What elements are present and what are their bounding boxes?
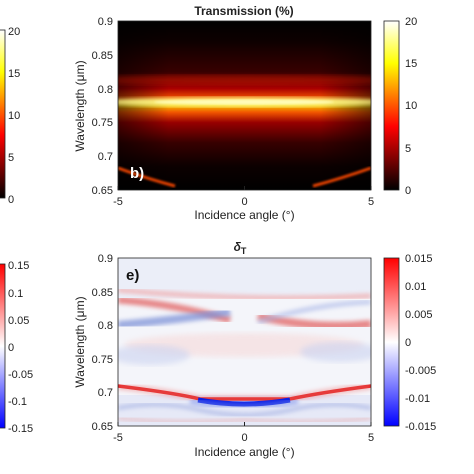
panel-b: Transmission (%) b) -5 0 5 Incidence ang… <box>73 4 417 222</box>
bottom-left-colorbar-tick: 0.05 <box>8 315 29 327</box>
top-left-colorbar-tick: 0 <box>8 194 14 206</box>
panel-b-y-tick: 0.85 <box>92 50 113 62</box>
panel-e-y-tick: 0.7 <box>98 387 113 399</box>
panel-e-blue-dip-glow <box>189 398 299 410</box>
panel-e-colorbar-tick: -0.01 <box>405 393 430 405</box>
panel-b-y-tick: 0.9 <box>98 16 113 28</box>
panel-b-x-tick: 5 <box>368 196 374 208</box>
panel-e-colorbar <box>383 257 400 427</box>
panel-e-colorbar-tick: -0.015 <box>405 421 436 433</box>
panel-b-x-tick: 0 <box>241 196 247 208</box>
panel-e-y-tick: 0.85 <box>92 287 113 299</box>
panel-e-y-tick: 0.9 <box>98 253 113 265</box>
top-left-colorbar: 20 15 10 5 0 <box>0 26 20 206</box>
bottom-left-colorbar-tick: 0.15 <box>8 260 29 272</box>
panel-b-peak-core <box>154 99 334 105</box>
panel-b-colorbar <box>383 20 400 191</box>
panel-e-colorbar-tick: 0.005 <box>405 309 433 321</box>
top-left-colorbar-tick: 5 <box>8 152 14 164</box>
top-left-colorbar-tick: 15 <box>8 68 20 80</box>
panel-e-colorbar-tick: 0.01 <box>405 281 426 293</box>
bottom-left-colorbar-tick: -0.1 <box>8 396 27 408</box>
panel-e-x-label: Incidence angle (°) <box>194 445 294 459</box>
panel-b-heatmap <box>118 21 371 190</box>
panel-e-y-tick: 0.75 <box>92 354 113 366</box>
panel-e-title: δT <box>234 240 247 256</box>
panel-e-mid-blue-right <box>300 342 371 362</box>
panel-e-title-symbol: δ <box>234 240 242 254</box>
panel-b-y-tick: 0.8 <box>98 84 113 96</box>
bottom-left-colorbar-tick: 0.1 <box>8 288 23 300</box>
panel-e-y-tick: 0.8 <box>98 320 113 332</box>
panel-b-secondary-band <box>118 75 371 85</box>
bottom-left-colorbar: 0.15 0.1 0.05 0 -0.05 -0.1 -0.15 <box>0 260 33 435</box>
panel-e-colorbar-tick: 0 <box>405 337 411 349</box>
panel-b-title: Transmission (%) <box>194 4 293 18</box>
panel-e-red-line-glow <box>118 382 371 403</box>
panel-e-blue-band-upper-left <box>118 308 231 329</box>
panel-b-colorbar-tick: 20 <box>405 16 417 28</box>
panel-e-x-tick: -5 <box>113 432 123 444</box>
panel-e-x-tick: 0 <box>241 432 247 444</box>
panel-b-colorbar-tick: 0 <box>405 185 411 197</box>
panel-e-red-band-top <box>118 287 371 301</box>
panel-e-blue-band-upper-right <box>257 299 371 325</box>
bottom-left-colorbar-scale <box>0 263 6 429</box>
panel-e-lower-blue-waves <box>118 402 371 417</box>
bottom-left-colorbar-tick: -0.15 <box>8 423 33 435</box>
panel-e-title-subscript: T <box>241 246 247 256</box>
panel-b-edge-branch-right <box>312 166 371 188</box>
bottom-left-colorbar-tick: -0.05 <box>8 369 33 381</box>
top-left-colorbar-tick: 20 <box>8 26 20 38</box>
bottom-left-colorbar-tick: 0 <box>8 342 14 354</box>
panel-b-y-label: Wavelength (μm) <box>73 60 87 151</box>
panel-b-y-tick: 0.65 <box>92 185 113 197</box>
panel-b-y-tick: 0.7 <box>98 151 113 163</box>
panel-e-mid-blue-left <box>118 345 190 365</box>
panel-e: δT e) <box>73 240 436 459</box>
panel-e-y-label: Wavelength (μm) <box>73 296 87 387</box>
panel-e-colorbar-tick: -0.005 <box>405 365 436 377</box>
panel-e-y-tick: 0.65 <box>92 421 113 433</box>
panel-b-edge-branch-left <box>118 166 176 188</box>
panel-b-x-tick: -5 <box>113 196 123 208</box>
top-left-colorbar-tick: 10 <box>8 110 20 122</box>
panel-b-colorbar-tick: 10 <box>405 100 417 112</box>
panel-e-label: e) <box>126 267 139 284</box>
panel-e-x-tick: 5 <box>368 432 374 444</box>
panel-e-colorbar-tick: 0.015 <box>405 253 433 265</box>
panel-e-heatmap <box>118 258 371 426</box>
panel-b-label: b) <box>130 165 144 182</box>
panel-b-x-label: Incidence angle (°) <box>194 208 294 222</box>
panel-b-colorbar-tick: 5 <box>405 143 411 155</box>
top-left-colorbar-scale <box>0 29 6 199</box>
panel-b-colorbar-tick: 15 <box>405 58 417 70</box>
panel-b-y-tick: 0.75 <box>92 117 113 129</box>
panel-e-lower-red-waves <box>118 416 371 424</box>
